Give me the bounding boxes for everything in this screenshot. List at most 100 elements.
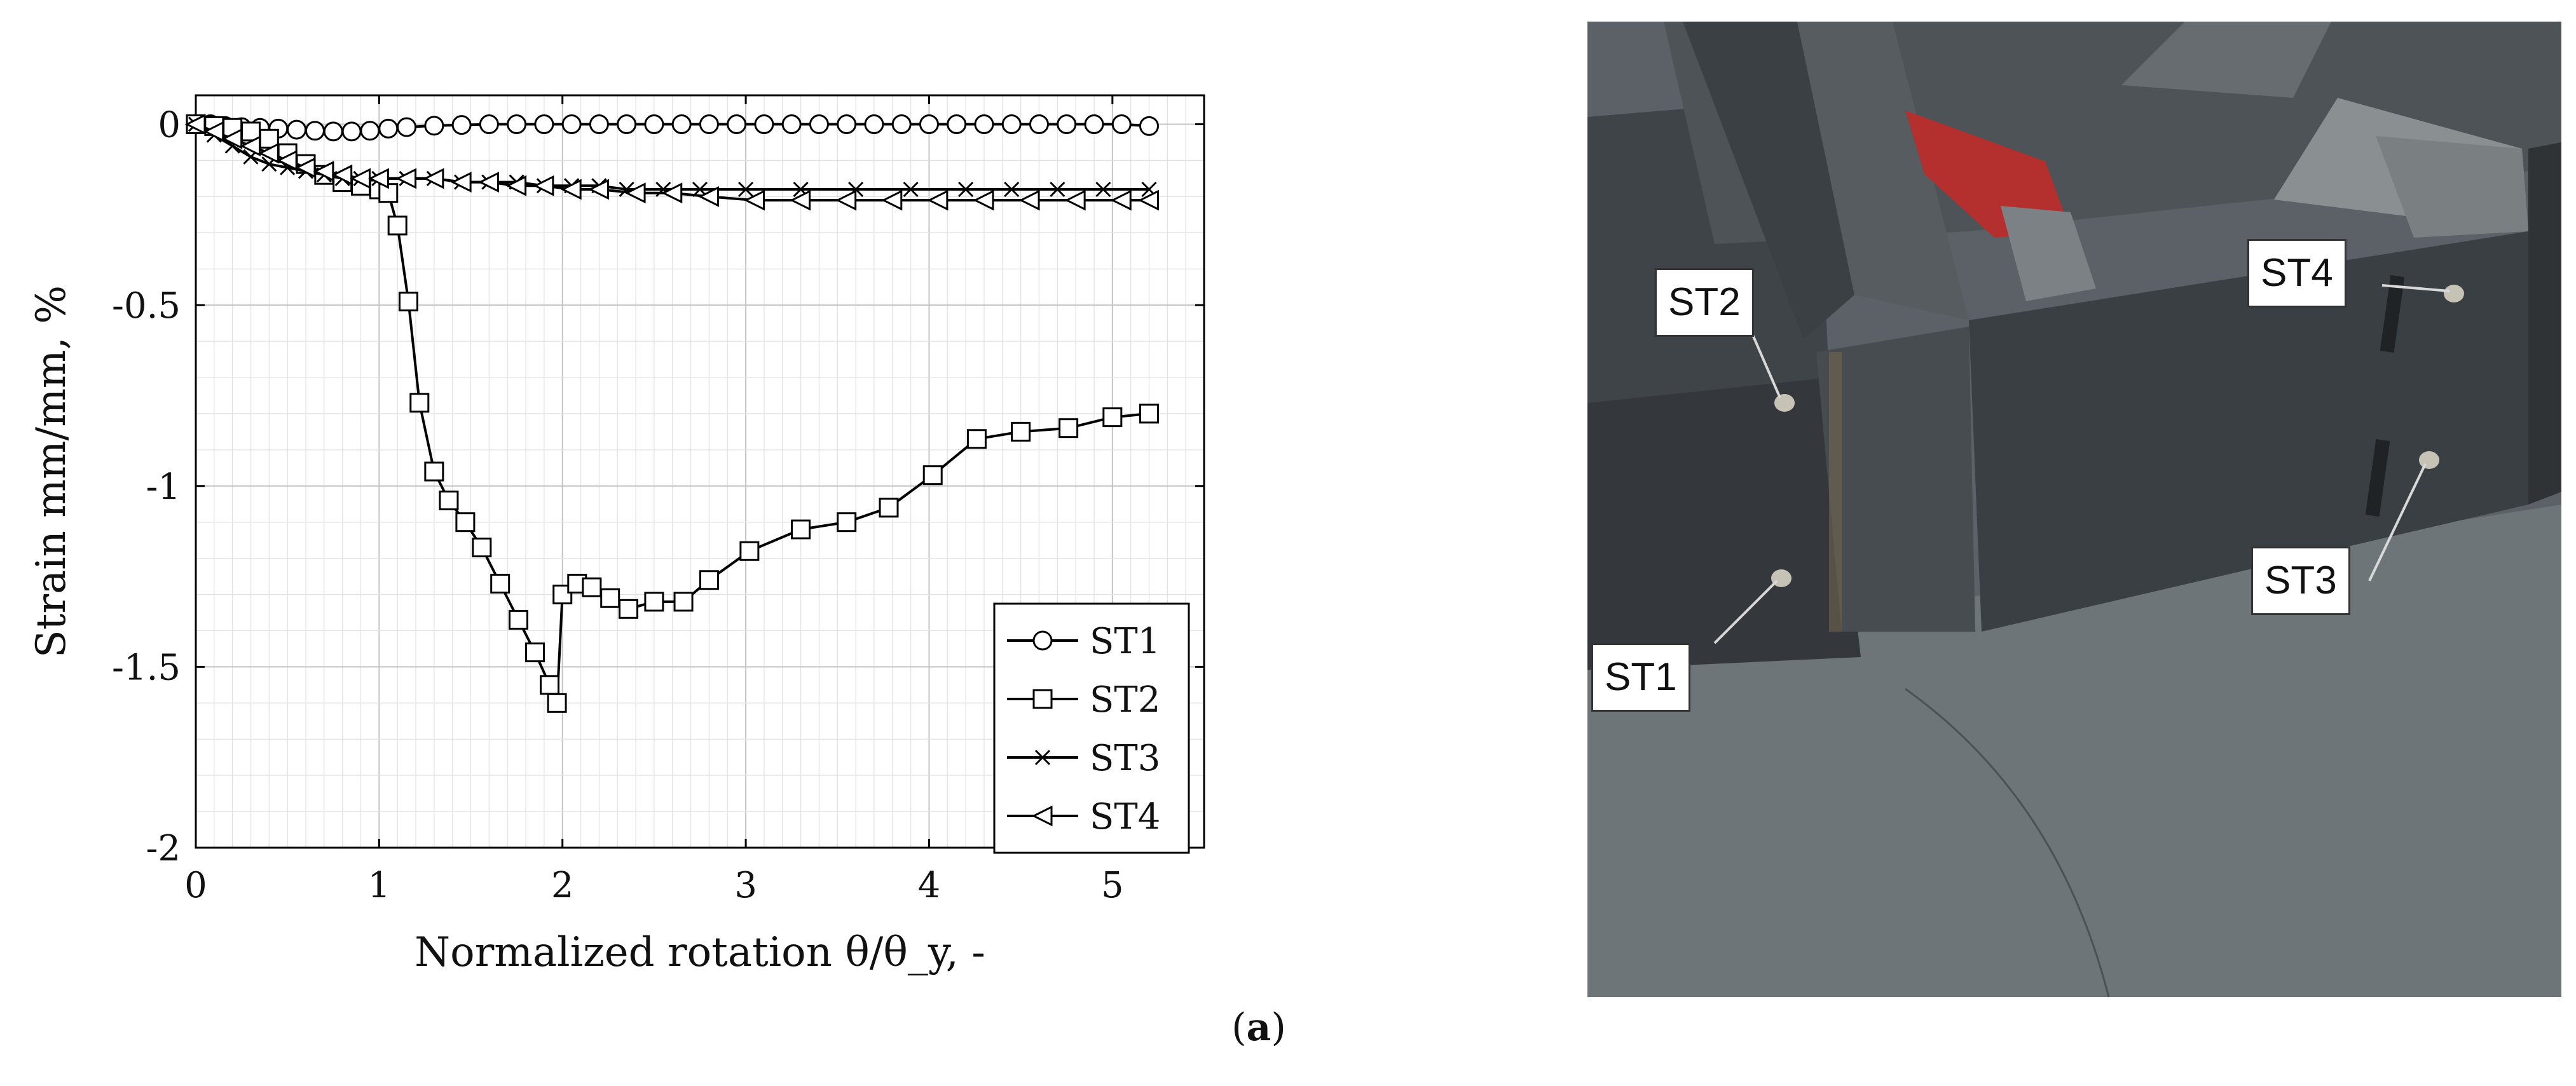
data-point-st2 xyxy=(644,592,664,612)
data-point-st4 xyxy=(478,172,499,193)
data-point-st2 xyxy=(439,491,459,511)
data-point-st4 xyxy=(1018,189,1040,211)
y-tick-label: -2 xyxy=(146,828,181,869)
legend-marker-st2 xyxy=(1032,689,1053,709)
strain-chart: 0 1 2 3 4 5 0 -0.5 -1 -1.5 -2 Normalized rotation … xyxy=(28,94,1205,976)
x-tick-label: 0 xyxy=(184,865,207,906)
data-point-st1 xyxy=(451,115,472,135)
data-point-st1 xyxy=(644,114,664,135)
x-tick-label: 3 xyxy=(734,865,757,906)
data-point-st2 xyxy=(455,512,476,533)
data-point-st4 xyxy=(744,189,765,211)
y-tick-label: -1 xyxy=(146,466,181,508)
chart-legend: ST1 ST2 ST3 ST4 xyxy=(993,602,1190,854)
x-tick-label: 2 xyxy=(551,865,574,906)
data-point-st1 xyxy=(341,121,362,142)
x-tick-label: 4 xyxy=(918,865,941,906)
photo-label-st4: ST4 xyxy=(2247,239,2346,308)
data-point-st4 xyxy=(184,114,206,135)
data-point-st1 xyxy=(1084,114,1104,135)
data-point-st1 xyxy=(781,114,802,135)
data-point-st1 xyxy=(617,114,637,135)
data-point-st1 xyxy=(809,114,829,135)
data-point-st2 xyxy=(547,693,567,713)
data-point-st1 xyxy=(837,114,857,135)
legend-label-st1: ST1 xyxy=(1090,621,1160,662)
data-point-st4 xyxy=(560,179,582,200)
data-point-st4 xyxy=(294,157,316,179)
data-point-st2 xyxy=(791,519,811,540)
data-point-st2 xyxy=(472,538,492,558)
data-point-st2 xyxy=(540,675,560,695)
data-point-st4 xyxy=(698,186,719,207)
data-point-st4 xyxy=(881,189,903,211)
data-point-st4 xyxy=(661,182,683,204)
data-point-st1 xyxy=(754,114,774,135)
legend-label-st4: ST4 xyxy=(1090,796,1160,838)
photo-label-st2: ST2 xyxy=(1655,268,1754,337)
data-point-st4 xyxy=(588,179,609,200)
x-axis-label: Normalized rotation θ/θ_y, - xyxy=(414,929,985,976)
data-point-st2 xyxy=(619,599,639,619)
data-point-st4 xyxy=(423,168,444,189)
chart-ticks: 0 1 2 3 4 5 0 -0.5 -1 -1.5 -2 xyxy=(112,95,1204,906)
data-point-st2 xyxy=(1058,418,1079,438)
data-point-st4 xyxy=(1064,189,1086,211)
data-point-st2 xyxy=(241,121,261,142)
figure-caption: (a) xyxy=(1227,1005,1291,1050)
plot-frame xyxy=(195,94,1205,849)
data-point-st4 xyxy=(1138,189,1159,211)
caption-letter: a xyxy=(1246,1005,1271,1050)
data-point-st4 xyxy=(221,128,243,149)
y-tick-label: -0.5 xyxy=(112,285,181,327)
data-point-st2 xyxy=(490,573,510,594)
data-point-st1 xyxy=(479,114,499,135)
chart-series xyxy=(184,114,1159,713)
data-point-st1 xyxy=(360,121,380,141)
legend-marker-st1 xyxy=(1032,630,1053,651)
data-point-st2 xyxy=(399,291,419,311)
data-point-st1 xyxy=(864,114,884,135)
sensor-photo: ST2 ST4 ST3 ST1 xyxy=(1587,22,2561,997)
data-point-st3 xyxy=(958,181,974,198)
data-point-st2 xyxy=(387,215,408,236)
data-point-st2 xyxy=(966,429,987,449)
caption-open: ( xyxy=(1231,1005,1247,1050)
data-point-st4 xyxy=(533,175,554,196)
data-point-st1 xyxy=(1001,114,1022,135)
data-point-st4 xyxy=(927,189,949,211)
x-tick-label: 5 xyxy=(1101,865,1124,906)
data-point-st1 xyxy=(507,114,527,135)
data-point-st1 xyxy=(727,114,747,135)
data-point-st4 xyxy=(276,150,298,171)
box-beam-photo-drawing xyxy=(1587,22,2561,997)
data-point-st1 xyxy=(561,114,582,135)
data-point-st1 xyxy=(378,118,399,139)
data-point-st1 xyxy=(534,114,554,135)
data-point-st2 xyxy=(524,642,545,663)
data-point-st2 xyxy=(424,461,444,482)
data-point-st4 xyxy=(203,121,224,142)
data-point-st2 xyxy=(409,393,430,413)
data-point-st3 xyxy=(1004,181,1020,198)
data-point-st4 xyxy=(624,182,646,204)
data-point-st2 xyxy=(922,465,943,485)
series-st4 xyxy=(184,114,1159,211)
data-point-st1 xyxy=(1057,114,1077,135)
y-tick-label: -1.5 xyxy=(112,647,181,688)
data-point-st1 xyxy=(974,114,994,135)
data-point-st4 xyxy=(257,142,279,164)
data-point-st4 xyxy=(240,135,261,157)
data-point-st4 xyxy=(331,164,353,186)
data-point-st1 xyxy=(671,114,692,135)
y-axis-label: Strain mm/mm, % xyxy=(28,285,75,658)
data-point-st4 xyxy=(450,172,472,193)
x-tick-label: 1 xyxy=(368,865,391,906)
legend-label-st2: ST2 xyxy=(1090,679,1160,721)
data-point-st1 xyxy=(1139,116,1159,136)
data-point-st4 xyxy=(368,168,389,189)
data-point-st2 xyxy=(1011,421,1031,442)
data-point-st2 xyxy=(739,541,760,561)
data-point-st2 xyxy=(673,592,694,612)
data-point-st1 xyxy=(424,116,444,136)
